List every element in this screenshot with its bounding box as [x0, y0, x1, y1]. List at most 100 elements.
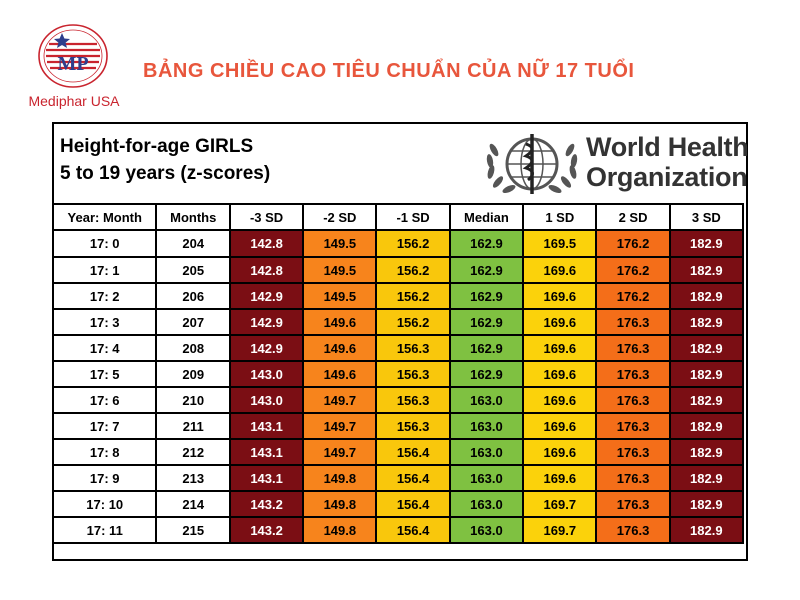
who-name-line2: Organization — [586, 162, 748, 192]
cell-sd-minus3: 143.1 — [228, 464, 305, 492]
table-row: 17: 8 212 143.1 149.7 156.4 163.0 169.6 176.3 18… — [51, 438, 745, 466]
cell-year-month: 17: 6 — [51, 386, 158, 414]
header-months: Months — [155, 203, 231, 231]
header-sd-minus1: -1 SD — [375, 203, 451, 231]
cell-median: 163.0 — [448, 490, 525, 518]
cell-sd-1: 169.6 — [522, 256, 598, 284]
cell-sd-1: 169.7 — [522, 516, 598, 544]
cell-sd-minus3: 142.9 — [228, 282, 305, 310]
header-sd-minus3: -3 SD — [228, 203, 305, 231]
cell-year-month: 17: 8 — [51, 438, 158, 466]
cell-year-month: 17: 5 — [51, 360, 158, 388]
cell-sd-minus1: 156.3 — [375, 334, 451, 362]
cell-year-month: 17: 3 — [51, 308, 158, 336]
cell-sd-1: 169.6 — [522, 334, 598, 362]
cell-median: 163.0 — [448, 438, 525, 466]
table-row: 17: 5 209 143.0 149.6 156.3 162.9 169.6 176.3 18… — [51, 360, 745, 388]
table-row: 17: 6 210 143.0 149.7 156.3 163.0 169.6 176.3 18… — [51, 386, 745, 414]
cell-median: 163.0 — [448, 412, 525, 440]
cell-sd-3: 182.9 — [668, 516, 745, 544]
cell-sd-3: 182.9 — [668, 412, 745, 440]
cell-sd-2: 176.3 — [595, 464, 671, 492]
chart-title-line2: 5 to 19 years (z-scores) — [60, 163, 271, 184]
cell-median: 162.9 — [448, 229, 525, 258]
table-row: 17: 10 214 143.2 149.8 156.4 163.0 169.7 176.3 1… — [51, 490, 745, 518]
cell-sd-minus3: 142.9 — [228, 334, 305, 362]
mediphar-logo-icon: MP — [38, 24, 108, 88]
cell-sd-3: 182.9 — [668, 438, 745, 466]
cell-months: 205 — [155, 256, 231, 284]
cell-months: 213 — [155, 464, 231, 492]
cell-sd-1: 169.6 — [522, 308, 598, 336]
cell-months: 206 — [155, 282, 231, 310]
cell-sd-1: 169.5 — [522, 229, 598, 258]
cell-sd-3: 182.9 — [668, 464, 745, 492]
cell-year-month: 17: 4 — [51, 334, 158, 362]
cell-sd-minus2: 149.5 — [302, 256, 378, 284]
cell-sd-2: 176.3 — [595, 438, 671, 466]
who-name-line1: World Health — [586, 132, 749, 162]
header-sd-minus2: -2 SD — [302, 203, 378, 231]
table-row: 17: 9 213 143.1 149.8 156.4 163.0 169.6 176.3 18… — [51, 464, 745, 492]
cell-months: 211 — [155, 412, 231, 440]
cell-sd-minus3: 142.8 — [228, 256, 305, 284]
cell-months: 215 — [155, 516, 231, 544]
cell-sd-minus2: 149.7 — [302, 386, 378, 414]
cell-sd-minus1: 156.3 — [375, 412, 451, 440]
cell-sd-3: 182.9 — [668, 490, 745, 518]
cell-sd-minus1: 156.4 — [375, 490, 451, 518]
table-row: 17: 3 207 142.9 149.6 156.2 162.9 169.6 176.3 18… — [51, 308, 745, 336]
cell-sd-3: 182.9 — [668, 256, 745, 284]
cell-sd-1: 169.6 — [522, 360, 598, 388]
cell-sd-2: 176.3 — [595, 386, 671, 414]
cell-sd-minus1: 156.3 — [375, 360, 451, 388]
cell-months: 214 — [155, 490, 231, 518]
cell-sd-minus3: 142.9 — [228, 308, 305, 336]
cell-sd-1: 169.6 — [522, 282, 598, 310]
cell-sd-minus1: 156.2 — [375, 308, 451, 336]
cell-sd-minus1: 156.2 — [375, 256, 451, 284]
cell-sd-minus3: 143.2 — [228, 516, 305, 544]
table-row: 17: 4 208 142.9 149.6 156.3 162.9 169.6 176.3 18… — [51, 334, 745, 362]
cell-sd-minus2: 149.8 — [302, 464, 378, 492]
cell-sd-minus3: 143.0 — [228, 360, 305, 388]
cell-months: 208 — [155, 334, 231, 362]
cell-sd-minus2: 149.8 — [302, 490, 378, 518]
cell-sd-minus2: 149.7 — [302, 438, 378, 466]
cell-sd-minus1: 156.4 — [375, 516, 451, 544]
cell-sd-minus2: 149.5 — [302, 282, 378, 310]
cell-sd-1: 169.6 — [522, 386, 598, 414]
cell-sd-minus3: 143.1 — [228, 438, 305, 466]
cell-sd-2: 176.2 — [595, 256, 671, 284]
cell-median: 163.0 — [448, 464, 525, 492]
table-header-row: Year: Month Months -3 SD -2 SD -1 SD Median 1 … — [51, 203, 745, 231]
cell-sd-minus1: 156.2 — [375, 229, 451, 258]
cell-year-month: 17: 0 — [51, 229, 158, 258]
cell-sd-minus1: 156.4 — [375, 438, 451, 466]
cell-sd-3: 182.9 — [668, 282, 745, 310]
cell-median: 163.0 — [448, 386, 525, 414]
cell-months: 207 — [155, 308, 231, 336]
cell-sd-minus3: 143.2 — [228, 490, 305, 518]
header-sd-2: 2 SD — [595, 203, 671, 231]
cell-year-month: 17: 9 — [51, 464, 158, 492]
cell-months: 204 — [155, 229, 231, 258]
cell-sd-2: 176.2 — [595, 229, 671, 258]
cell-year-month: 17: 2 — [51, 282, 158, 310]
brand-name: Mediphar USA — [28, 93, 120, 109]
table-row: 17: 11 215 143.2 149.8 156.4 163.0 169.7 176.3 1… — [51, 516, 745, 544]
chart-title-line1: Height-for-age GIRLS — [60, 136, 254, 157]
cell-sd-2: 176.3 — [595, 308, 671, 336]
cell-sd-minus3: 143.0 — [228, 386, 305, 414]
cell-median: 163.0 — [448, 516, 525, 544]
cell-sd-2: 176.3 — [595, 412, 671, 440]
cell-median: 162.9 — [448, 256, 525, 284]
cell-sd-2: 176.2 — [595, 282, 671, 310]
header-year-month: Year: Month — [51, 203, 158, 231]
cell-sd-3: 182.9 — [668, 308, 745, 336]
table-row: 17: 1 205 142.8 149.5 156.2 162.9 169.6 176.2 18… — [51, 256, 745, 284]
cell-sd-minus1: 156.3 — [375, 386, 451, 414]
cell-months: 209 — [155, 360, 231, 388]
cell-sd-2: 176.3 — [595, 334, 671, 362]
cell-months: 212 — [155, 438, 231, 466]
